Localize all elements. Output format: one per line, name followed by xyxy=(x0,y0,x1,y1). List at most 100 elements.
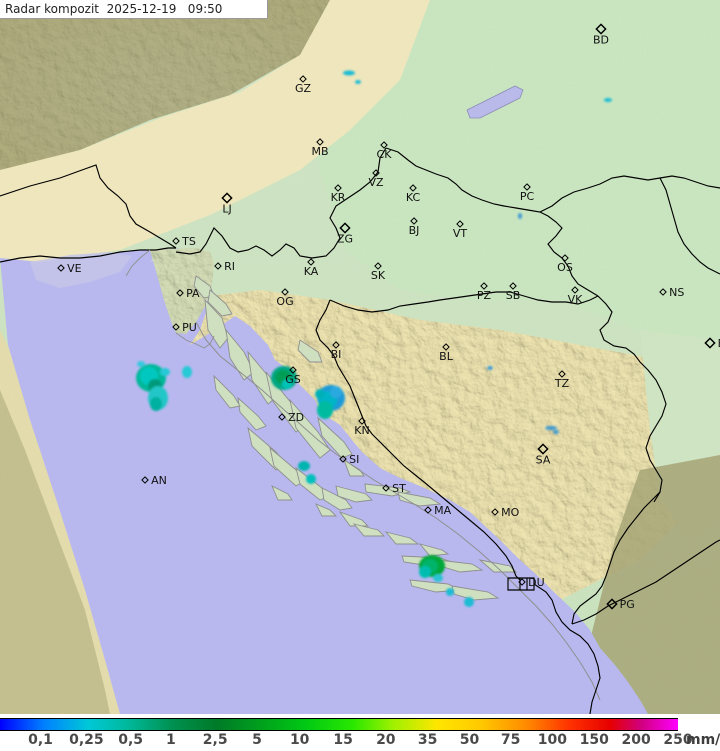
city-label-pc: PC xyxy=(520,190,535,203)
legend-tick-100: 100 xyxy=(537,732,568,748)
city-label-tz: TZ xyxy=(554,377,570,390)
dalmatian-islands xyxy=(193,275,518,601)
radar-echo-bosnia-c xyxy=(553,430,559,434)
legend-unit-label: mm/h xyxy=(686,732,720,748)
radar-echo-north-a xyxy=(343,70,355,76)
city-label-st: ST xyxy=(392,482,406,495)
city-label-ve: VE xyxy=(67,262,82,275)
city-marker-ns: NS xyxy=(659,286,684,299)
city-label-ck: CK xyxy=(377,148,393,161)
city-diamond-icon xyxy=(558,370,566,378)
city-marker-bg: BG xyxy=(704,337,720,350)
radar-echo-bosnia-a xyxy=(545,426,557,430)
radar-echo-sibenik-a xyxy=(298,461,310,471)
city-label-vk: VK xyxy=(568,293,584,306)
city-diamond-icon xyxy=(358,417,366,425)
city-marker-bj: BJ xyxy=(409,217,420,237)
city-label-du: DU xyxy=(528,576,545,589)
map-graphics: BD GZ MB CK VZ KR KC PC LJ ZG BJ VT TS RI KA SK VE OS PA OG… xyxy=(0,0,720,714)
legend-tick-35: 35 xyxy=(417,732,438,748)
legend-tick-15: 15 xyxy=(333,732,353,748)
venice-lagoon xyxy=(30,252,132,288)
bay-outlines xyxy=(125,249,215,349)
legend-tick-200: 200 xyxy=(621,732,651,748)
radar-map-canvas[interactable]: BD GZ MB CK VZ KR KC PC LJ ZG BJ VT TS RI KA SK VE OS PA OG… xyxy=(0,0,720,714)
radar-echo-north-c xyxy=(604,98,612,102)
legend-color-bar xyxy=(0,718,678,731)
legend-tick-75: 75 xyxy=(500,732,521,748)
city-label-si: SI xyxy=(349,453,359,466)
city-marker-tz: TZ xyxy=(554,370,570,390)
city-label-ka: KA xyxy=(304,265,319,278)
city-marker-bi: BI xyxy=(331,341,341,361)
radar-echo-cluster-gospic xyxy=(271,366,297,390)
city-diamond-icon xyxy=(316,138,324,146)
city-label-bl: BL xyxy=(439,350,454,363)
city-marker-kc: KC xyxy=(406,184,421,204)
radar-echo-bosnia-b xyxy=(487,366,493,370)
city-diamond-icon xyxy=(424,506,432,514)
city-diamond-icon xyxy=(571,286,579,294)
city-diamond-icon xyxy=(606,598,618,610)
city-label-an: AN xyxy=(151,474,167,487)
city-diamond-icon xyxy=(339,455,347,463)
city-marker-ri: RI xyxy=(214,260,235,273)
city-marker-du: DU xyxy=(518,576,545,589)
city-diamond-icon xyxy=(299,75,307,83)
city-marker-ka: KA xyxy=(304,258,319,278)
legend-tick-10: 10 xyxy=(289,732,310,748)
city-marker-ma: MA xyxy=(424,504,452,517)
city-diamond-icon xyxy=(176,289,184,297)
city-label-mo: MO xyxy=(501,506,519,519)
city-diamond-icon xyxy=(561,254,569,262)
city-diamond-icon xyxy=(382,484,390,492)
city-marker-st: ST xyxy=(382,482,406,495)
city-marker-og: OG xyxy=(276,288,294,308)
city-diamond-icon xyxy=(307,258,315,266)
city-diamond-icon xyxy=(523,183,531,191)
city-diamond-icon xyxy=(141,476,149,484)
city-label-sb: SB xyxy=(506,289,521,302)
city-marker-ck: CK xyxy=(377,141,393,161)
city-marker-sb: SB xyxy=(506,282,521,302)
city-diamond-icon xyxy=(57,264,65,272)
radar-title-text: Radar kompozit 2025-12-19 09:50 xyxy=(5,2,223,16)
city-label-vt: VT xyxy=(453,227,468,240)
radar-echo-sibenik-b xyxy=(306,474,316,484)
city-marker-mo: MO xyxy=(491,506,520,519)
city-marker-gs: GS xyxy=(285,366,301,386)
legend-tick-25: 2,5 xyxy=(202,732,228,748)
city-label-bj: BJ xyxy=(409,224,420,237)
city-marker-vk: VK xyxy=(568,286,584,306)
city-diamond-icon xyxy=(480,282,488,290)
city-marker-pg: PG xyxy=(606,598,635,611)
city-diamond-icon xyxy=(409,184,417,192)
city-label-ma: MA xyxy=(434,504,451,517)
city-diamond-icon xyxy=(491,508,499,516)
city-diamond-icon xyxy=(214,262,222,270)
city-marker-kn: KN xyxy=(354,417,370,437)
city-label-pu: PU xyxy=(182,321,197,334)
city-diamond-icon xyxy=(289,366,297,374)
city-label-kn: KN xyxy=(354,424,369,437)
city-diamond-icon xyxy=(442,343,450,351)
city-marker-gz: GZ xyxy=(295,75,311,95)
city-label-ts: TS xyxy=(181,235,196,248)
city-label-ns: NS xyxy=(669,286,684,299)
city-marker-pu: PU xyxy=(172,321,197,334)
city-label-lj: LJ xyxy=(222,203,231,216)
country-borders xyxy=(0,147,720,714)
city-marker-lj: LJ xyxy=(221,192,233,216)
city-label-zd: ZD xyxy=(288,411,304,424)
city-diamond-icon xyxy=(456,220,464,228)
legend-tick-5: 5 xyxy=(252,732,262,748)
legend-tick-150: 150 xyxy=(579,732,609,748)
city-diamond-icon xyxy=(659,288,667,296)
city-marker-zg: ZG xyxy=(337,222,353,246)
city-diamond-icon xyxy=(372,169,380,177)
radar-echo-cluster-korcula xyxy=(419,555,445,582)
city-marker-pz: PZ xyxy=(477,282,492,302)
city-marker-layer: BD GZ MB CK VZ KR KC PC LJ ZG BJ VT TS RI KA SK VE OS PA OG… xyxy=(57,23,720,611)
city-label-kc: KC xyxy=(406,191,421,204)
